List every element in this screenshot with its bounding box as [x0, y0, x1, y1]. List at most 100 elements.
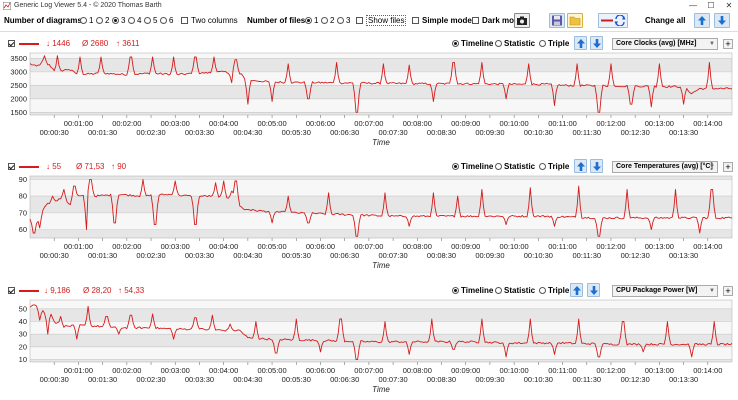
simple-mode-checkbox[interactable]: Simple mode	[412, 12, 472, 30]
diagram-panel-2: ↓ 55 Ø 71,53 ↑ 90 Timeline Statistic Tri…	[0, 158, 738, 279]
y-tick-label: 20	[19, 342, 27, 351]
file-count-radio-2[interactable]: 2	[321, 12, 334, 30]
diagram-count-radio-5[interactable]: 5	[144, 12, 157, 30]
radio-selected-icon	[305, 17, 312, 24]
floppy-disk-icon	[552, 15, 562, 26]
mode-triple-radio[interactable]: Triple	[539, 158, 569, 175]
series-color-swatch[interactable]	[19, 166, 39, 168]
radio-icon	[128, 17, 135, 24]
diagram-count-radio-1[interactable]: 1	[80, 12, 93, 30]
radio-icon	[80, 17, 87, 24]
x-tick-label: 00:12:30	[621, 375, 650, 384]
x-tick-label: 00:06:00	[306, 242, 335, 251]
diagram-count-radio-3[interactable]: 3	[112, 12, 125, 30]
plot-band	[30, 229, 732, 238]
stat-min: ↓ 1446	[46, 39, 71, 48]
x-tick-label: 00:09:00	[451, 242, 480, 251]
mode-timeline-radio[interactable]: Timeline	[452, 282, 493, 299]
series-color-swatch[interactable]	[19, 43, 39, 45]
save-button[interactable]	[549, 13, 565, 28]
x-tick-label: 00:02:00	[112, 366, 141, 375]
chevron-down-icon: ▼	[709, 288, 715, 294]
radio-label: 2	[105, 16, 110, 25]
mode-timeline-radio[interactable]: Timeline	[452, 158, 493, 175]
mode-statistic-radio[interactable]: Statistic	[495, 282, 535, 299]
radio-label: Statistic	[504, 162, 536, 171]
move-up-button[interactable]	[570, 283, 583, 297]
arrow-up-icon	[577, 162, 585, 171]
plot-band	[30, 196, 732, 213]
x-tick-label: 00:10:00	[500, 242, 529, 251]
x-tick-label: 00:03:30	[185, 251, 214, 260]
diagram-count-radio-6[interactable]: 6	[160, 12, 173, 30]
checkbox-label: Show files	[366, 15, 407, 26]
plot-band	[30, 85, 732, 99]
x-tick-label: 00:14:00	[693, 366, 722, 375]
file-count-radio-1[interactable]: 1	[305, 12, 318, 30]
x-tick-label: 00:13:00	[645, 366, 674, 375]
open-folder-button[interactable]	[567, 13, 583, 28]
screenshot-button[interactable]	[514, 13, 530, 28]
x-tick-label: 00:05:00	[257, 242, 286, 251]
close-button[interactable]: ✕	[725, 1, 733, 10]
x-tick-label: 00:12:00	[596, 119, 625, 128]
add-series-button[interactable]: +	[723, 39, 733, 49]
sensor-select[interactable]: CPU Package Power [W] ▼	[612, 285, 718, 297]
sensor-select[interactable]: Core Temperatures (avg) [°C] ▼	[612, 161, 718, 173]
plot-frame	[29, 299, 733, 363]
plot-frame	[29, 52, 733, 116]
mode-triple-radio[interactable]: Triple	[539, 35, 569, 52]
x-tick-label: 00:07:00	[354, 119, 383, 128]
mode-timeline-radio[interactable]: Timeline	[452, 35, 493, 52]
x-tick-label: 00:12:00	[596, 366, 625, 375]
diagram-visible-checkbox[interactable]	[8, 40, 15, 47]
file-count-radio-3[interactable]: 3	[337, 12, 350, 30]
x-tick-label: 00:11:00	[548, 119, 577, 128]
series-color-swatch[interactable]	[19, 290, 39, 292]
radio-icon	[160, 17, 167, 24]
minimize-button[interactable]: —	[689, 1, 697, 10]
x-tick-label: 00:05:30	[282, 128, 311, 137]
sensor-select-value: CPU Package Power [W]	[616, 287, 698, 294]
x-tick-label: 00:08:00	[403, 119, 432, 128]
x-tick-label: 00:12:00	[596, 242, 625, 251]
stat-avg: Ø 28,20	[83, 286, 112, 295]
arrow-down-icon	[593, 39, 601, 48]
mode-statistic-radio[interactable]: Statistic	[495, 35, 535, 52]
mode-statistic-radio[interactable]: Statistic	[495, 158, 535, 175]
move-up-button[interactable]	[574, 36, 587, 50]
move-down-button[interactable]	[590, 36, 603, 50]
line-chart[interactable]: 102030405000:00:3000:01:0000:01:3000:02:…	[0, 282, 738, 400]
line-chart[interactable]: 60 70 80 90 00:00:3000:01:0000:01:3000:02:00…	[0, 158, 738, 279]
diagram-count-radio-4[interactable]: 4	[128, 12, 141, 30]
move-up-button[interactable]	[574, 159, 587, 173]
radio-icon	[495, 40, 502, 47]
stat-min: ↓ 9,186	[44, 286, 71, 295]
x-tick-label: 00:07:00	[354, 242, 383, 251]
line-chart[interactable]: 1500200025003000350000:00:3000:01:0000:0…	[0, 35, 738, 156]
add-series-button[interactable]: +	[723, 286, 733, 296]
mode-triple-radio[interactable]: Triple	[539, 282, 569, 299]
radio-label: Timeline	[461, 286, 494, 295]
checkbox-icon	[181, 17, 188, 24]
maximize-button[interactable]: ☐	[707, 1, 715, 10]
plot-band	[30, 58, 732, 72]
radio-label: Timeline	[461, 162, 494, 171]
move-down-button[interactable]	[587, 283, 600, 297]
diagram-visible-checkbox[interactable]	[8, 287, 15, 294]
diagram-count-radio-2[interactable]: 2	[96, 12, 109, 30]
move-all-up-button[interactable]	[694, 13, 710, 28]
move-all-down-button[interactable]	[714, 13, 730, 28]
add-series-button[interactable]: +	[723, 162, 733, 172]
show-files-checkbox[interactable]: Show files	[356, 12, 407, 30]
y-tick-label: 40	[19, 317, 27, 326]
dark-mode-checkbox[interactable]: Dark mode	[472, 12, 523, 30]
diagram-visible-checkbox[interactable]	[8, 163, 15, 170]
radio-label: Triple	[548, 286, 570, 295]
series-color-button[interactable]	[598, 13, 628, 28]
move-down-button[interactable]	[590, 159, 603, 173]
two-columns-checkbox[interactable]: Two columns	[181, 12, 238, 30]
x-tick-label: 00:07:30	[379, 128, 408, 137]
sensor-select[interactable]: Core Clocks (avg) [MHz] ▼	[612, 38, 718, 50]
x-axis-title: Time	[372, 385, 390, 394]
